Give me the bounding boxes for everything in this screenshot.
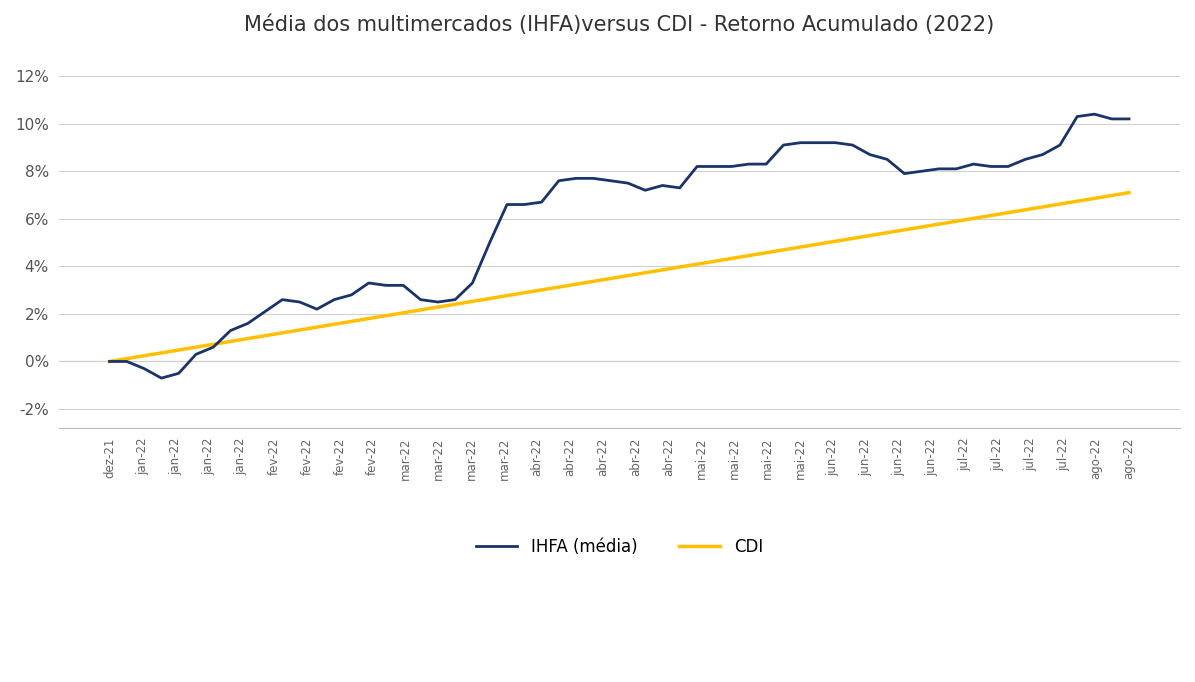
Line: IHFA (média): IHFA (média) <box>110 114 1129 378</box>
IHFA (média) <box>1087 110 1102 118</box>
Title: Média dos multimercados (IHFA)versus CDI - Retorno Acumulado (2022): Média dos multimercados (IHFA)versus CDI… <box>244 15 994 35</box>
IHFA (média) <box>103 357 117 366</box>
IHFA (média) <box>154 374 168 382</box>
CDI <box>1122 188 1136 196</box>
IHFA (média) <box>293 298 307 306</box>
Line: CDI: CDI <box>110 192 1129 361</box>
CDI <box>430 303 445 311</box>
IHFA (média) <box>1122 115 1136 123</box>
CDI <box>103 357 117 366</box>
Legend: IHFA (média), CDI: IHFA (média), CDI <box>468 531 770 563</box>
IHFA (média) <box>448 295 462 303</box>
IHFA (média) <box>413 295 428 303</box>
CDI <box>275 329 289 337</box>
CDI <box>362 314 376 323</box>
IHFA (média) <box>465 279 479 287</box>
IHFA (média) <box>379 281 393 289</box>
CDI <box>742 252 756 260</box>
IHFA (média) <box>759 160 773 168</box>
CDI <box>448 300 462 308</box>
CDI <box>396 309 410 317</box>
